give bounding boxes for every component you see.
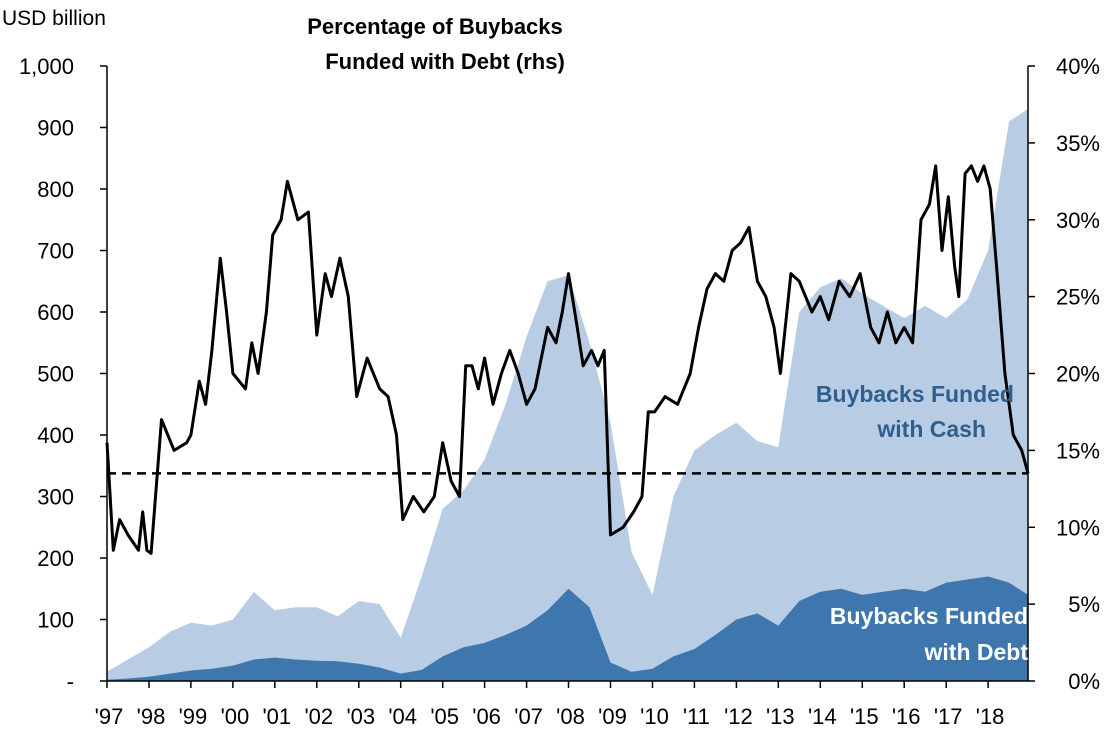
y-right-tick-label: 0%	[1068, 669, 1100, 694]
y-right-tick-label: 35%	[1056, 131, 1100, 156]
x-tick-label: '10	[640, 704, 669, 729]
chart-title-line-2: Funded with Debt (rhs)	[325, 49, 565, 74]
x-tick-label: '98	[137, 704, 166, 729]
x-tick-label: '01	[262, 704, 291, 729]
x-tick-label: '02	[304, 704, 333, 729]
y-left-tick-label: 300	[37, 485, 74, 510]
y-left-tick-label: 400	[37, 423, 74, 448]
y-left-unit-label: USD billion	[2, 7, 106, 30]
y-right-tick-label: 25%	[1056, 285, 1100, 310]
y-left-tick-label: 500	[37, 362, 74, 387]
y-right-axis: 0% 5% 10% 15% 20% 25% 30% 35% 40%	[1027, 54, 1100, 694]
x-axis: '97 '98 '99 '00 '01 '02 '03 '04 '05 '06 '07 '08 '09 '…	[95, 681, 1005, 729]
y-left-tick-label: 100	[37, 608, 74, 633]
x-tick-label: '97	[95, 704, 124, 729]
area-buybacks-total	[107, 109, 1028, 681]
area-buybacks-debt	[107, 576, 1028, 681]
x-tick-label: '18	[976, 704, 1005, 729]
x-tick-label: '99	[179, 704, 208, 729]
chart-title-line-1: Percentage of Buybacks	[307, 14, 563, 39]
annotation-debt-line-1: Buybacks Funded	[830, 603, 1028, 629]
x-tick-label: '05	[430, 704, 459, 729]
y-left-tick-label: 600	[37, 300, 74, 325]
y-left-axis: - 100 200 300 400 500 600 700 800 900 1,000	[19, 54, 108, 694]
y-right-tick-label: 10%	[1056, 515, 1100, 540]
y-right-tick-label: 5%	[1068, 592, 1100, 617]
x-tick-label: '03	[346, 704, 375, 729]
x-tick-label: '14	[808, 704, 837, 729]
annotation-debt-line-2: with Debt	[924, 639, 1029, 665]
x-tick-label: '09	[598, 704, 627, 729]
x-tick-label: '00	[221, 704, 250, 729]
y-right-tick-label: 30%	[1056, 208, 1100, 233]
annotation-cash-line-1: Buybacks Funded	[816, 381, 1014, 407]
y-left-tick-label: 800	[37, 177, 74, 202]
x-tick-label: '11	[683, 704, 710, 729]
y-left-tick-label: 200	[37, 546, 74, 571]
y-right-tick-label: 20%	[1056, 362, 1100, 387]
line-pct-funded-with-debt	[105, 164, 1030, 555]
y-left-tick-label: -	[67, 669, 74, 694]
x-tick-label: '08	[556, 704, 585, 729]
y-left-tick-label: 1,000	[19, 54, 74, 79]
x-tick-label: '17	[934, 704, 963, 729]
x-tick-label: '06	[472, 704, 501, 729]
x-tick-label: '07	[514, 704, 543, 729]
x-tick-label: '16	[892, 704, 921, 729]
y-left-tick-label: 900	[37, 116, 74, 141]
x-tick-label: '04	[388, 704, 417, 729]
y-left-tick-label: 700	[37, 239, 74, 264]
y-right-tick-label: 15%	[1056, 438, 1100, 463]
y-right-tick-label: 40%	[1056, 54, 1100, 79]
x-tick-label: '12	[724, 704, 753, 729]
x-tick-label: '15	[850, 704, 879, 729]
x-tick-label: '13	[766, 704, 795, 729]
annotation-cash-line-2: with Cash	[876, 416, 986, 442]
